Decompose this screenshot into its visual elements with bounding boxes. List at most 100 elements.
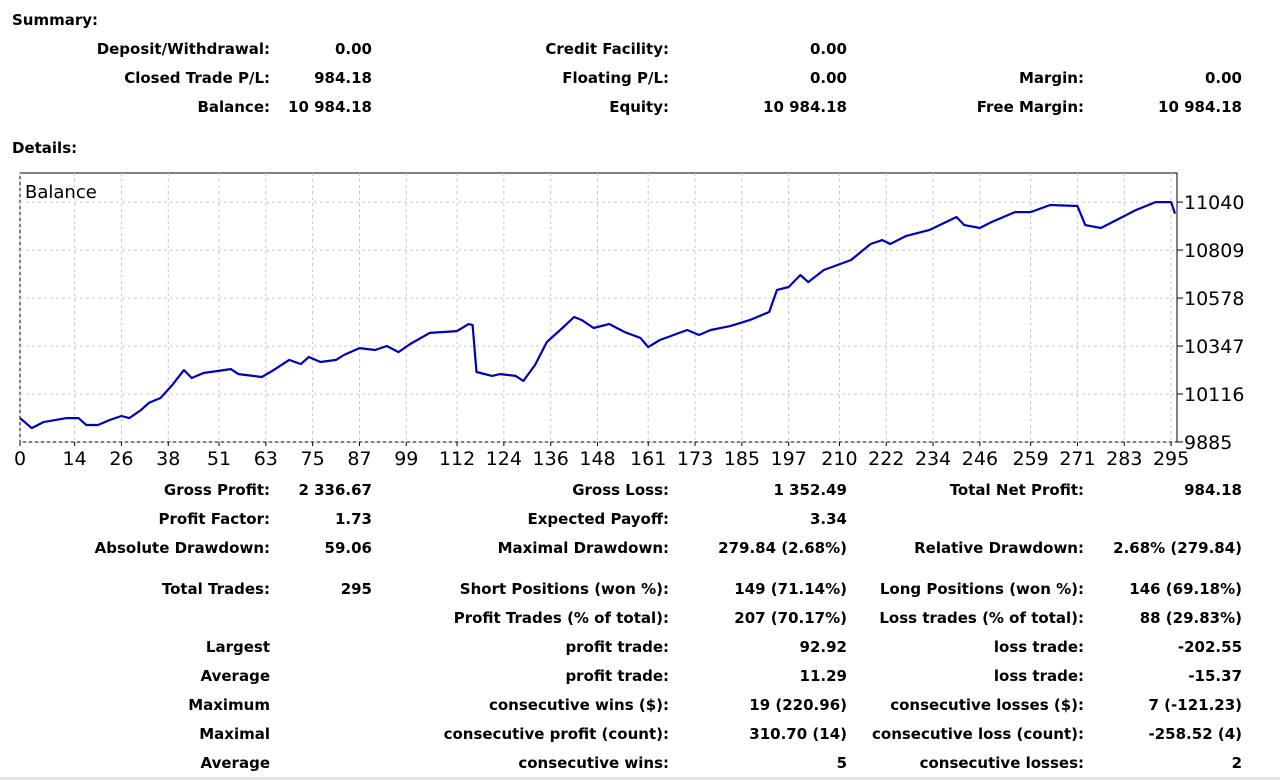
table-cell: Loss trades (% of total): (879, 609, 1084, 627)
table-cell: Floating P/L: (562, 69, 669, 87)
y-tick-label: 10116 (1184, 384, 1244, 406)
table-cell: consecutive loss (count): (872, 725, 1084, 743)
table-cell: Free Margin: (976, 98, 1084, 116)
y-tick-label: 10809 (1184, 240, 1244, 262)
x-tick-label: 197 (771, 448, 807, 470)
table-cell: 2 336.67 (298, 481, 372, 499)
table-cell: 0.00 (334, 40, 372, 58)
bottom-border (0, 777, 1280, 780)
table-cell: 5 (836, 754, 847, 772)
table-cell: Maximal (199, 725, 270, 743)
table-cell: Credit Facility: (545, 40, 669, 58)
balance-chart: Balance 9885 10116 10347 10578 10809 11040 0 14… (14, 172, 1244, 470)
table-cell: Total Trades: (161, 580, 270, 598)
table-cell: consecutive losses: (919, 754, 1084, 772)
table-cell: 146 (69.18%) (1129, 580, 1242, 598)
x-tick-label: 161 (630, 448, 666, 470)
x-tick-label: 112 (439, 448, 475, 470)
x-tick-label: 148 (579, 448, 615, 470)
table-cell: profit trade: (565, 667, 669, 685)
table-cell: 0.00 (809, 69, 847, 87)
table-cell: Deposit/Withdrawal: (96, 40, 270, 58)
x-tick-label: 210 (821, 448, 857, 470)
table-cell: 2 (1231, 754, 1242, 772)
table-cell: 0.00 (809, 40, 847, 58)
table-cell: 10 984.18 (1158, 98, 1242, 116)
table-cell: -258.52 (4) (1148, 725, 1242, 743)
x-tick-label: 246 (962, 448, 998, 470)
table-cell: 279.84 (2.68%) (718, 539, 847, 557)
table-cell: consecutive wins ($): (488, 696, 669, 714)
table-cell: loss trade: (993, 638, 1084, 656)
x-tick-label: 136 (533, 448, 569, 470)
x-tick-label: 259 (1012, 448, 1048, 470)
plot-frame (19, 172, 1178, 443)
table-cell: 984.18 (314, 69, 372, 87)
y-tick-label: 10578 (1184, 288, 1244, 310)
details-heading: Details: (12, 139, 78, 157)
x-tick-label: 295 (1153, 448, 1189, 470)
table-cell: 88 (29.83%) (1139, 609, 1242, 627)
table-cell: Expected Payoff: (527, 510, 669, 528)
x-tick-label: 271 (1059, 448, 1095, 470)
table-cell: consecutive wins: (518, 754, 669, 772)
table-cell: Long Positions (won %): (879, 580, 1084, 598)
x-tick-label: 222 (868, 448, 904, 470)
table-cell: Maximum (188, 696, 270, 714)
table-cell: 295 (340, 580, 372, 598)
y-tick-label: 11040 (1184, 192, 1244, 214)
x-tick-label: 124 (486, 448, 522, 470)
table-cell: Gross Profit: (163, 481, 270, 499)
table-cell: -15.37 (1188, 667, 1242, 685)
table-cell: 10 984.18 (763, 98, 847, 116)
table-cell: profit trade: (565, 638, 669, 656)
table-cell: 207 (70.17%) (734, 609, 847, 627)
table-cell: loss trade: (993, 667, 1084, 685)
table-cell: 3.34 (809, 510, 847, 528)
x-tick-label: 38 (156, 448, 180, 470)
table-cell: 984.18 (1184, 481, 1242, 499)
x-tick-label: 14 (63, 448, 87, 470)
table-cell: Largest (205, 638, 270, 656)
table-cell: consecutive losses ($): (890, 696, 1084, 714)
table-cell: 149 (71.14%) (734, 580, 847, 598)
table-cell: Profit Factor: (158, 510, 270, 528)
table-cell: Absolute Drawdown: (94, 539, 270, 557)
y-tick-label: 9885 (1184, 432, 1232, 454)
table-cell: 2.68% (279.84) (1113, 539, 1242, 557)
table-cell: consecutive profit (count): (443, 725, 669, 743)
table-cell: Margin: (1018, 69, 1084, 87)
table-cell: Profit Trades (% of total): (453, 609, 669, 627)
table-cell: Gross Loss: (572, 481, 669, 499)
summary-heading: Summary: (12, 11, 99, 29)
table-cell: Closed Trade P/L: (124, 69, 270, 87)
table-cell: 59.06 (324, 539, 372, 557)
x-tick-label: 0 (14, 448, 26, 470)
x-tick-label: 75 (301, 448, 325, 470)
x-tick-label: 87 (347, 448, 371, 470)
x-tick-label: 283 (1106, 448, 1142, 470)
table-cell: 11.29 (799, 667, 847, 685)
table-cell: Relative Drawdown: (914, 539, 1084, 557)
table-cell: Average (200, 754, 270, 772)
x-tick-label: 63 (254, 448, 278, 470)
x-tick-label: 185 (724, 448, 760, 470)
table-cell: 10 984.18 (288, 98, 372, 116)
table-cell: 1 352.49 (773, 481, 847, 499)
x-tick-label: 51 (207, 448, 231, 470)
table-cell: 310.70 (14) (749, 725, 847, 743)
table-cell: -202.55 (1177, 638, 1242, 656)
y-tick-label: 10347 (1184, 336, 1244, 358)
series-label: Balance (25, 182, 97, 203)
table-cell: Average (200, 667, 270, 685)
table-cell: 1.73 (334, 510, 372, 528)
x-tick-label: 99 (394, 448, 418, 470)
x-tick-label: 234 (915, 448, 951, 470)
x-tick-label: 26 (109, 448, 133, 470)
table-cell: 19 (220.96) (749, 696, 847, 714)
table-cell: Total Net Profit: (949, 481, 1084, 499)
x-tick-label: 173 (677, 448, 713, 470)
balance-line (19, 201, 1177, 430)
table-cell: Maximal Drawdown: (497, 539, 669, 557)
